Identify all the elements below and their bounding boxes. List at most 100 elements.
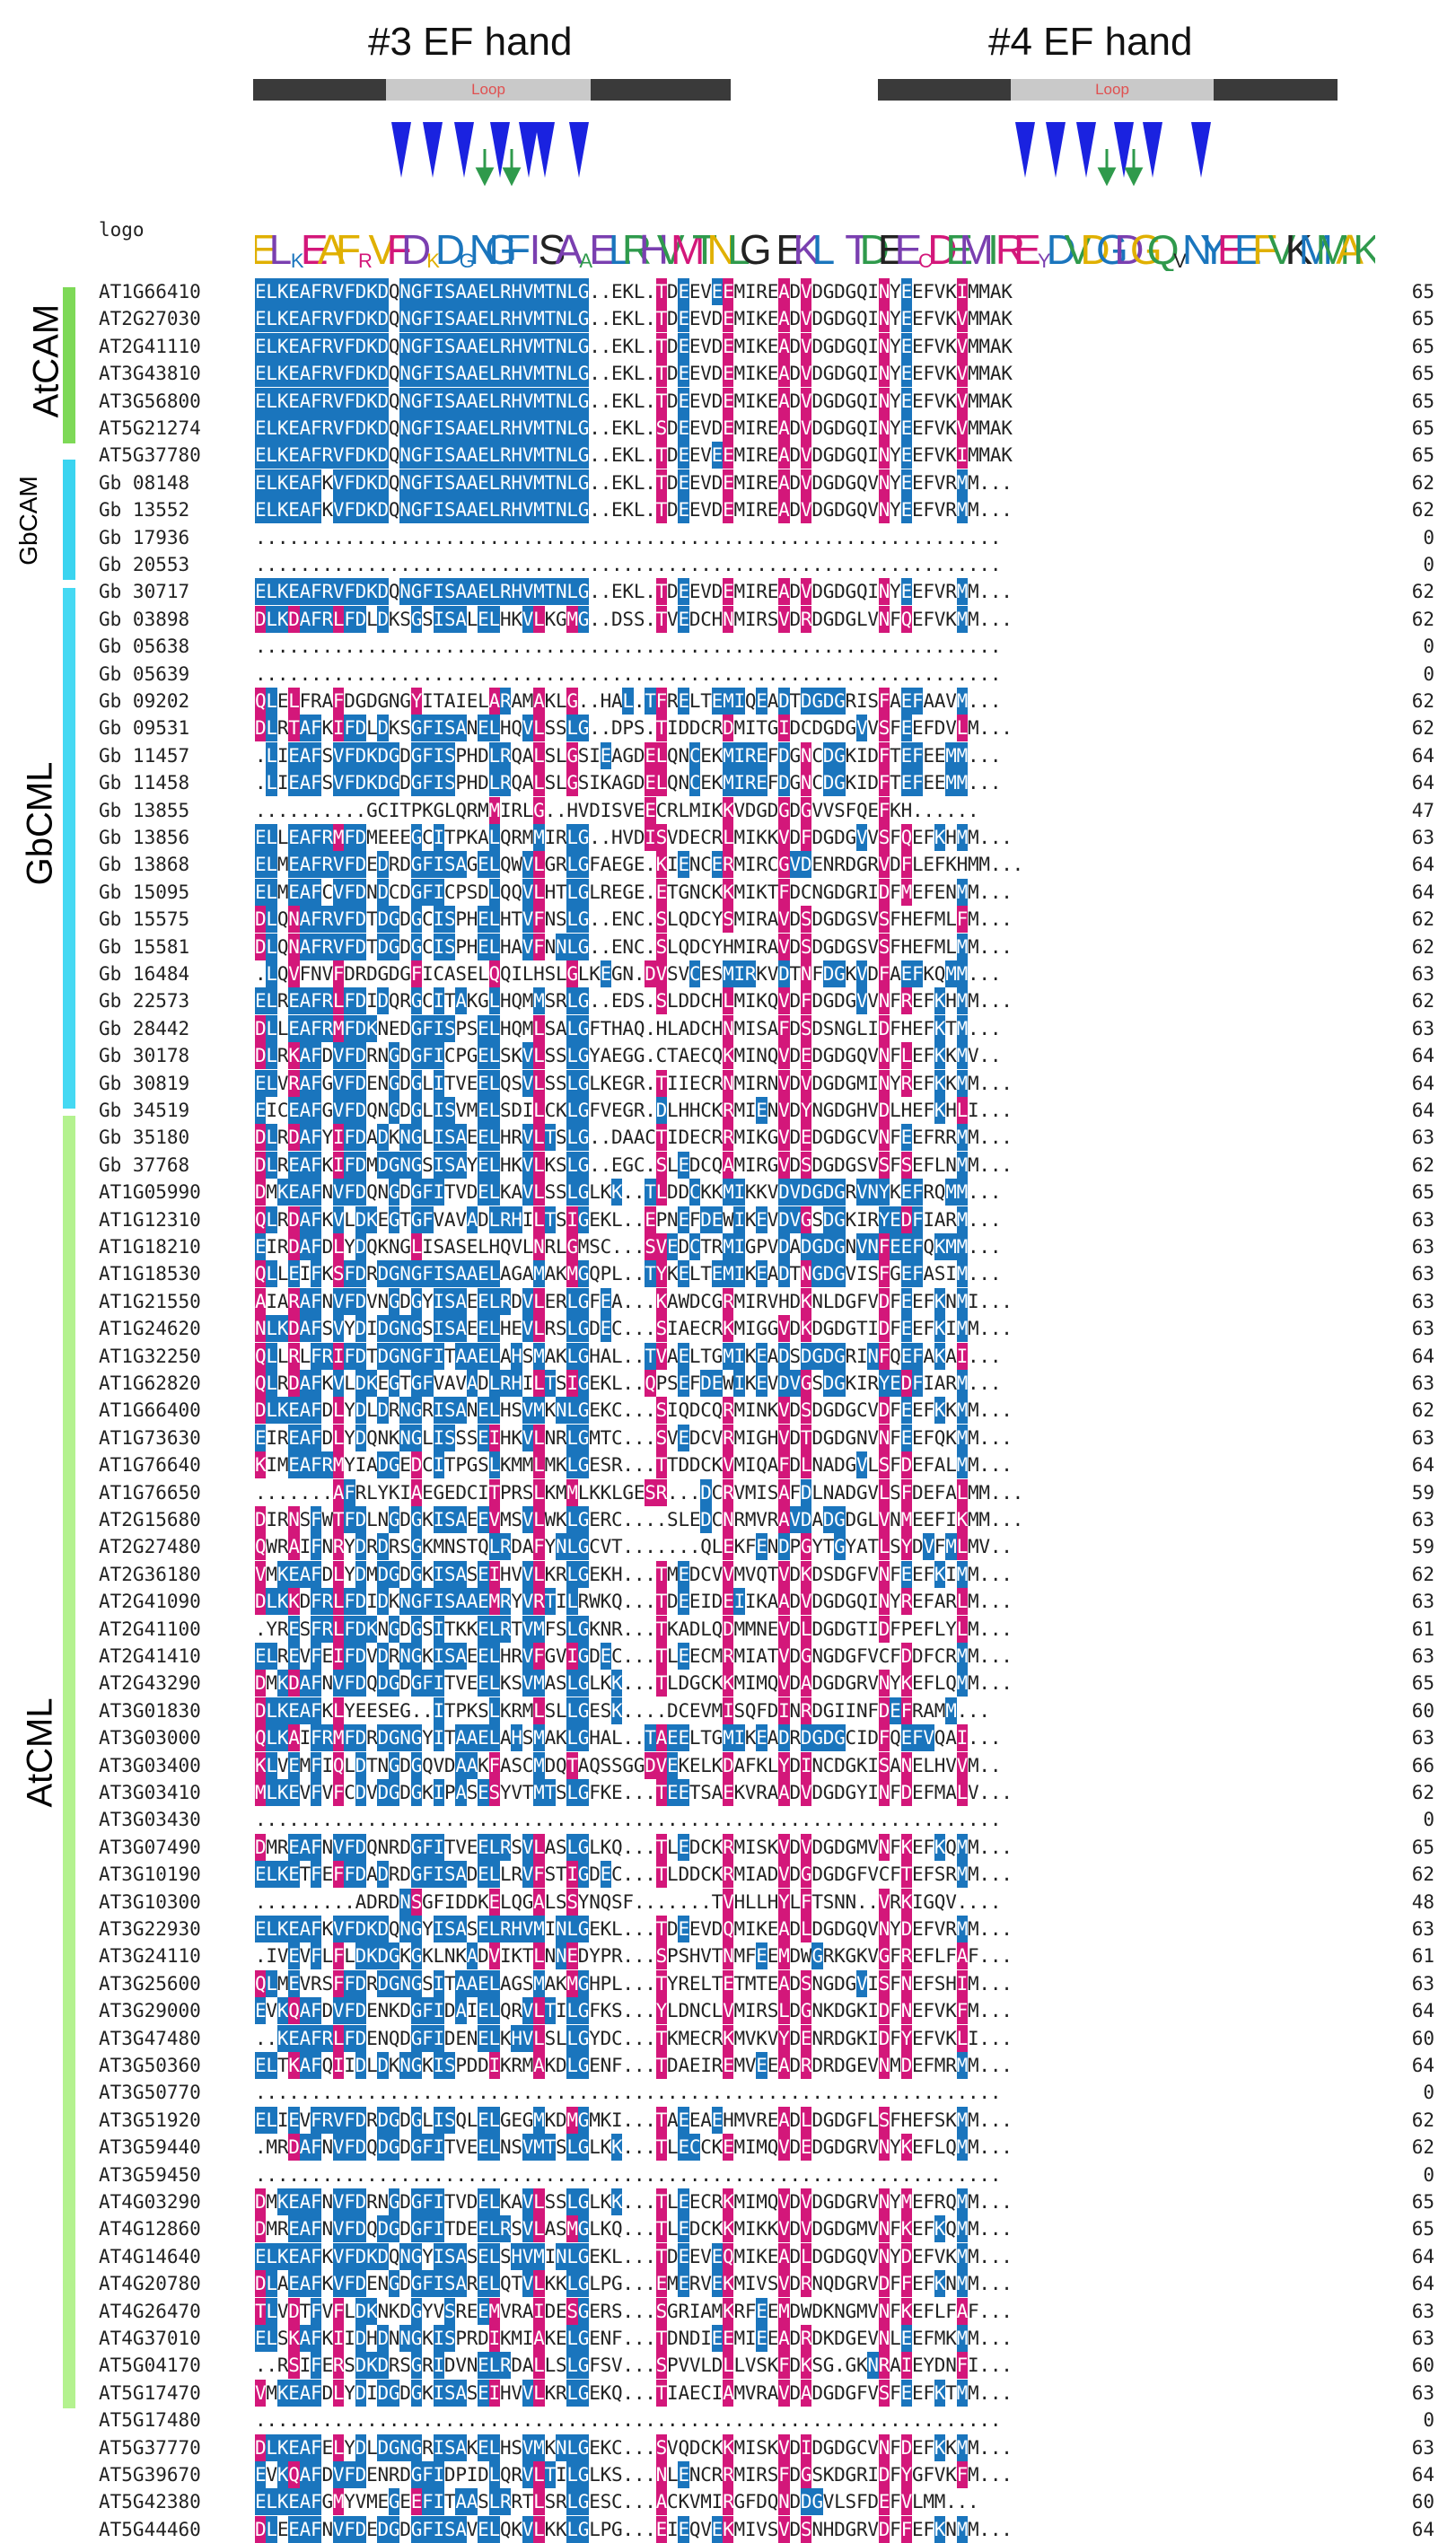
sequence-residues: ELKEAFRVFDKDQNGFISAAELRHVMTNLG..EKL.TDEE…	[255, 278, 1013, 305]
sequence-residues: QLRDAFKVLDKEGTGFVAVADLRHILTSIGEKL..EPNEF…	[255, 1206, 1001, 1233]
sequence-score: 0	[1423, 554, 1434, 575]
sequence-id: AT3G10300	[99, 1890, 201, 1913]
sequence-id: AT3G51920	[99, 2109, 201, 2131]
sequence-id: AT1G76640	[99, 1454, 201, 1477]
sequence-residues: DMKEAFNVFDRNGDGFITVDELKAVLSSLGLKK...TLEE…	[255, 2188, 1013, 2215]
sequence-residues: MLKEVFVFCDVDGDGKIPASESYVTMTSLGFKE...TEET…	[255, 1779, 1013, 1806]
sequence-id: AT4G12860	[99, 2218, 201, 2240]
sequence-residues: DLRKAFDVFDRNGDGFICPGELSKVLSSLGYAEGG.CTAE…	[255, 1042, 1001, 1070]
sequence-id: AT3G50770	[99, 2082, 201, 2104]
logo-letter: E	[1217, 226, 1245, 271]
sequence-score: 62	[1411, 1563, 1434, 1585]
sequence-score: 63	[1411, 1017, 1434, 1039]
sequence-score: 62	[1411, 1153, 1434, 1176]
sequence-residues: ........................................…	[255, 554, 1002, 575]
sequence-id: AT3G59440	[99, 2136, 201, 2159]
logo-letter: F	[505, 226, 531, 271]
logo-letter: K	[291, 250, 304, 271]
sequence-residues: DMREAFNVFDQNRDGFITVEELRSVLASLGLKQ...TLED…	[255, 1833, 1013, 1861]
sequence-id: Gb 15575	[99, 908, 190, 931]
sequence-id: AT5G39670	[99, 2464, 201, 2486]
arrow-down-icon	[535, 122, 555, 178]
sequence-id: AT4G14640	[99, 2245, 201, 2267]
atcam-group-bar	[63, 287, 75, 443]
arrow-down-icon	[454, 122, 474, 178]
sequence-score: 64	[1411, 1345, 1434, 1367]
logo-letter: E	[589, 226, 617, 271]
arrow-down-icon	[1076, 122, 1096, 178]
sequence-score: 64	[1411, 2518, 1434, 2540]
sequence-id: AT4G03290	[99, 2191, 201, 2213]
logo-letter: K	[426, 250, 440, 271]
gbcam-group-bar	[63, 460, 75, 580]
binding-site-arrows	[391, 122, 1211, 187]
sequence-id: AT1G12310	[99, 1208, 201, 1231]
sequence-score: 63	[1411, 1208, 1434, 1231]
logo-letter: D	[927, 226, 957, 271]
logo-letter: N	[706, 226, 736, 271]
sequence-score: 64	[1411, 1454, 1434, 1477]
sequence-residues: DLKEAFDLYDLDRNGRISANELHSVMKNLGEKC...SIQD…	[255, 1397, 1013, 1425]
sequence-residues: QLMEVRSFFDRDGNGSITAAELAGSMAKMGHPL...TYRE…	[255, 1969, 1013, 1997]
sequence-score: 61	[1411, 1945, 1434, 1968]
logo-letter: A	[555, 226, 583, 271]
sequence-score: 64	[1411, 854, 1434, 876]
logo-letter: K	[793, 226, 820, 271]
sequence-id: Gb 13868	[99, 854, 190, 876]
sequence-id: AT3G43810	[99, 363, 201, 385]
sequence-id: AT2G41090	[99, 1591, 201, 1613]
logo-letter: F	[387, 226, 412, 271]
logo-letter: T	[692, 226, 717, 271]
logo-letter: M	[1299, 226, 1333, 271]
sequence-residues: EVKQAFDVFDENKDGFIDAIELQRVLTILGFKS...YLDN…	[255, 1997, 1013, 2025]
sequence-residues: ........................................…	[255, 636, 1002, 658]
sequence-id: AT5G17470	[99, 2381, 201, 2404]
sequence-residues: EIRDAFDLYDQKNGLISASELHQVLNRLGMSC...SVEDC…	[255, 1233, 1001, 1260]
sequence-score: 65	[1411, 281, 1434, 303]
sequence-id: Gb 30178	[99, 1045, 190, 1067]
sequence-residues: ELKEAFKVFDKDQNGFISAAELRHVMTNLG..EKL.TDEE…	[255, 496, 1013, 524]
sequence-residues: ELKEAFRVFDKDQNGFISAAELRHVMTNLG..EKL.TDEE…	[255, 578, 1013, 606]
sequence-score: 60	[1411, 2491, 1434, 2513]
logo-letter: E	[776, 226, 803, 271]
sequence-score: 0	[1423, 2163, 1434, 2186]
sequence-score: 65	[1411, 2191, 1434, 2213]
sequence-id: AT4G37010	[99, 2328, 201, 2349]
sequence-id: Gb 08148	[99, 471, 190, 494]
arrow-down-icon	[569, 122, 589, 178]
logo-letter: K	[1285, 226, 1313, 271]
logo-letter: N	[1182, 226, 1212, 271]
sequence-residues: ELKEAFRVFDKDQNGFISAAELRHVMTNLG..EKL.TDEE…	[255, 332, 1013, 360]
sequence-id: AT2G27480	[99, 1536, 201, 1558]
sequence-id: Gb 09531	[99, 717, 190, 740]
sequence-id: AT3G22930	[99, 1918, 201, 1940]
sequence-residues: ..........GCITPKGLQRMMIRLG..HVDISVEECRLM…	[255, 796, 979, 824]
logo-letter: D	[1114, 226, 1144, 271]
sequence-id: AT3G50360	[99, 2055, 201, 2076]
sequence-residues: DLLEAFRMFDKNEDGFISPSELHQMLSALGFTHAQ.HLAD…	[255, 1014, 1001, 1042]
sequence-residues: ELKEAFKVFDKDQNGYISASELRHVMINLGEKL...TDEE…	[255, 1916, 1013, 1942]
ef-hand-4-loop-segment: Loop	[1011, 79, 1214, 101]
logo-letter: E	[945, 226, 973, 271]
sequence-residues: DMREAFNVFDQDGDGFITDEELRSVLASMGLKQ...TLED…	[255, 2215, 1013, 2243]
sequence-residues: .IVEVFLFLDKDGKGKLNKADVIKTLNNEDYPR...SPSH…	[255, 1942, 1013, 1970]
sequence-residues: ELREAFRLFDIDQRGCITAKGLHQMMSRLG..EDS.SLDD…	[255, 987, 1013, 1015]
sequence-id: AT4G20780	[99, 2273, 201, 2295]
sequence-score: 64	[1411, 2000, 1434, 2022]
sequence-id: Gb 05638	[99, 636, 190, 658]
sequence-id: AT3G47480	[99, 2027, 201, 2049]
sequence-id: AT1G21550	[99, 1290, 201, 1312]
sequence-residues: ELKEAFGMYVMEGEEFITAASLRRTLSRLGESC...ACKV…	[255, 2488, 979, 2516]
logo-letter: I	[987, 226, 999, 271]
sequence-residues: ELIEVFRVFDRDGDGLISQLELGEGMKDMGMKI...TAEE…	[255, 2106, 1013, 2134]
sequence-residues: DLQNAFRVFDTDGDGCISPHELHAVFNNLG..ENC.SLQD…	[255, 933, 1013, 960]
sequence-residues: ELKEAFRVFDKDQNGFISAAELRHVMTNLG..EKL.TDEE…	[255, 360, 1013, 388]
sequence-id: AT5G17480	[99, 2409, 201, 2432]
sequence-residues: DLEEAFNVFDEDGDGFISAVELQKVLKKLGLPG...EIEQ…	[255, 2515, 1013, 2543]
sequence-score: 63	[1411, 1591, 1434, 1613]
sequence-score: 64	[1411, 1045, 1434, 1067]
sequence-score: 64	[1411, 772, 1434, 794]
arrow-down-icon	[1097, 167, 1117, 187]
sequence-score: 62	[1411, 717, 1434, 740]
sequence-score: 66	[1411, 1754, 1434, 1776]
